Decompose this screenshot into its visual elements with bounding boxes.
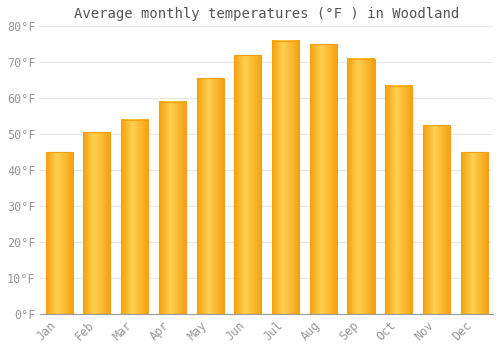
Bar — [348, 59, 374, 314]
Bar — [234, 55, 262, 314]
Bar — [310, 44, 337, 314]
Bar — [159, 102, 186, 314]
Bar — [272, 41, 299, 314]
Bar — [234, 55, 262, 314]
Bar — [196, 78, 224, 314]
Bar — [385, 86, 412, 314]
Bar — [272, 41, 299, 314]
Bar — [121, 120, 148, 314]
Bar — [460, 152, 488, 314]
Bar — [310, 44, 337, 314]
Bar — [84, 132, 110, 314]
Bar — [84, 132, 110, 314]
Bar — [423, 125, 450, 314]
Bar — [348, 59, 374, 314]
Title: Average monthly temperatures (°F ) in Woodland: Average monthly temperatures (°F ) in Wo… — [74, 7, 460, 21]
Bar — [460, 152, 488, 314]
Bar — [46, 152, 73, 314]
Bar — [196, 78, 224, 314]
Bar — [121, 120, 148, 314]
Bar — [423, 125, 450, 314]
Bar — [159, 102, 186, 314]
Bar — [46, 152, 73, 314]
Bar — [385, 86, 412, 314]
